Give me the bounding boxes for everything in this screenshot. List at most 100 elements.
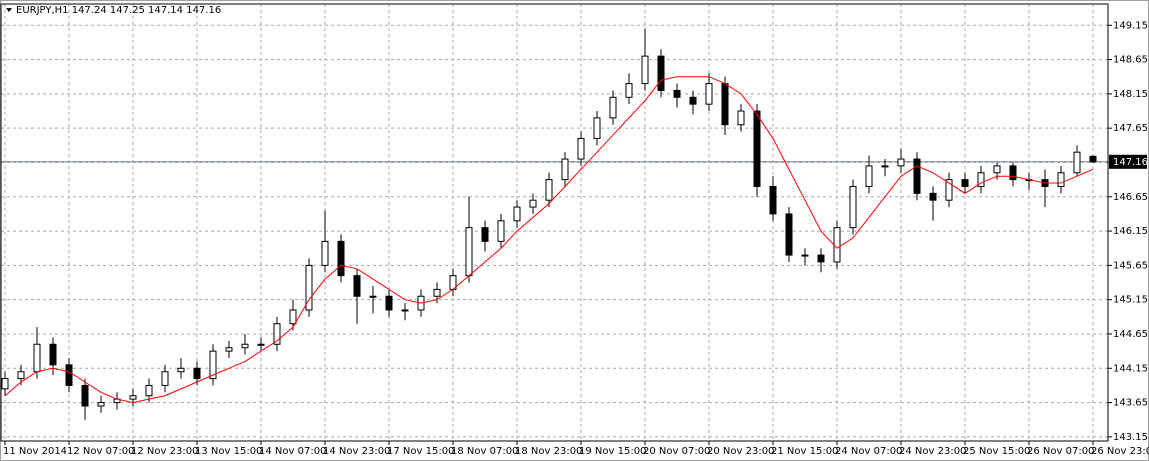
candle-body — [897, 158, 905, 167]
candle-body — [513, 206, 521, 222]
x-tick-label: 12 Nov 07:00 — [67, 446, 134, 457]
y-tick-label: 144.15 — [1113, 363, 1148, 374]
candle-body — [145, 384, 153, 397]
candle-body — [801, 254, 809, 257]
y-tick-label: 143.15 — [1113, 432, 1148, 443]
candle-body — [865, 165, 873, 187]
candle-body — [961, 179, 969, 187]
marks — [1, 28, 1097, 420]
current-price-label: 147.16 — [1113, 157, 1148, 168]
x-tick-label: 20 Nov 23:00 — [707, 446, 774, 457]
candle-body — [689, 96, 697, 105]
candle-body — [209, 350, 217, 380]
x-tick-label: 24 Nov 23:00 — [899, 446, 966, 457]
candle-body — [337, 240, 345, 277]
candle-body — [305, 264, 313, 311]
candle-body — [49, 343, 57, 366]
candle-body — [673, 89, 681, 98]
y-tick-label: 148.65 — [1113, 55, 1148, 66]
candle-body — [929, 192, 937, 201]
candle-body — [977, 172, 985, 187]
candle-body — [609, 96, 617, 119]
x-tick-label: 14 Nov 23:00 — [323, 446, 390, 457]
candle-body — [913, 158, 921, 194]
x-tick-label: 20 Nov 07:00 — [643, 446, 710, 457]
candle-body — [769, 185, 777, 215]
menu-arrow[interactable] — [6, 8, 12, 12]
candle-body — [177, 367, 185, 373]
candle-body — [753, 110, 761, 187]
x-tick-label: 12 Nov 23:00 — [131, 446, 198, 457]
y-tick-label: 145.65 — [1113, 260, 1148, 271]
candle-body — [1089, 155, 1097, 163]
x-tick-label: 24 Nov 07:00 — [835, 446, 902, 457]
candle-body — [225, 347, 233, 352]
candle-body — [577, 137, 585, 160]
candle-body — [129, 395, 137, 400]
candle-body — [1009, 165, 1017, 181]
x-tick-label: 26 Nov 07:00 — [1027, 446, 1094, 457]
candle-body — [721, 83, 729, 126]
candle-body — [481, 227, 489, 242]
y-tick-label: 149.15 — [1113, 20, 1148, 31]
candle-body — [625, 83, 633, 98]
candle-body — [993, 165, 1001, 174]
candle-body — [785, 213, 793, 256]
candle-body — [81, 384, 89, 407]
candle-body — [401, 309, 409, 312]
candle-body — [65, 364, 73, 386]
candle-body — [353, 275, 361, 297]
candle-body — [561, 158, 569, 181]
moving-average-line — [4, 76, 1094, 404]
candle-body — [433, 288, 441, 297]
candle-body — [257, 343, 265, 346]
y-tick-label: 146.65 — [1113, 192, 1148, 203]
candle-body — [881, 165, 889, 168]
candle-body — [97, 402, 105, 407]
candle-body — [1073, 151, 1081, 174]
candle-body — [545, 179, 553, 201]
plot-border — [0, 3, 1109, 442]
x-tick-label: 17 Nov 15:00 — [387, 446, 454, 457]
y-tick-label: 144.65 — [1113, 329, 1148, 340]
candle-body — [849, 185, 857, 229]
candle-body — [273, 323, 281, 345]
y-tick-label: 145.15 — [1113, 295, 1148, 306]
candle-body — [705, 83, 713, 105]
candle-body — [529, 199, 537, 208]
x-tick-label: 18 Nov 07:00 — [451, 446, 518, 457]
x-tick-label: 11 Nov 2014 — [3, 446, 67, 457]
y-tick-label: 143.65 — [1113, 398, 1148, 409]
candle-body — [817, 254, 825, 263]
candle-body — [833, 227, 841, 263]
candle-body — [369, 295, 377, 298]
y-tick-label: 146.15 — [1113, 226, 1148, 237]
candle-body — [321, 240, 329, 266]
candle-body — [241, 343, 249, 349]
y-tick-label: 148.15 — [1113, 89, 1148, 100]
x-tick-label: 18 Nov 23:00 — [515, 446, 582, 457]
candle-body — [161, 371, 169, 386]
current-price-box — [1109, 154, 1147, 169]
x-tick-label: 19 Nov 15:00 — [579, 446, 646, 457]
x-tick-label: 14 Nov 07:00 — [259, 446, 326, 457]
candle-body — [737, 110, 745, 126]
y-tick-label: 147.65 — [1113, 123, 1148, 134]
candle-body — [17, 371, 25, 380]
candle-body — [641, 55, 649, 85]
candle-body — [657, 55, 665, 91]
x-tick-label: 26 Nov 23:00 — [1091, 446, 1149, 457]
candle-body — [289, 309, 297, 325]
candle-body — [465, 227, 473, 277]
candle-body — [385, 295, 393, 311]
x-tick-label: 25 Nov 15:00 — [963, 446, 1030, 457]
candle-body — [193, 367, 201, 380]
candle-body — [1057, 172, 1065, 187]
x-tick-label: 13 Nov 15:00 — [195, 446, 262, 457]
candle-body — [1, 378, 9, 390]
candle-body — [497, 220, 505, 242]
candle-body — [33, 343, 41, 373]
x-tick-label: 21 Nov 15:00 — [771, 446, 838, 457]
